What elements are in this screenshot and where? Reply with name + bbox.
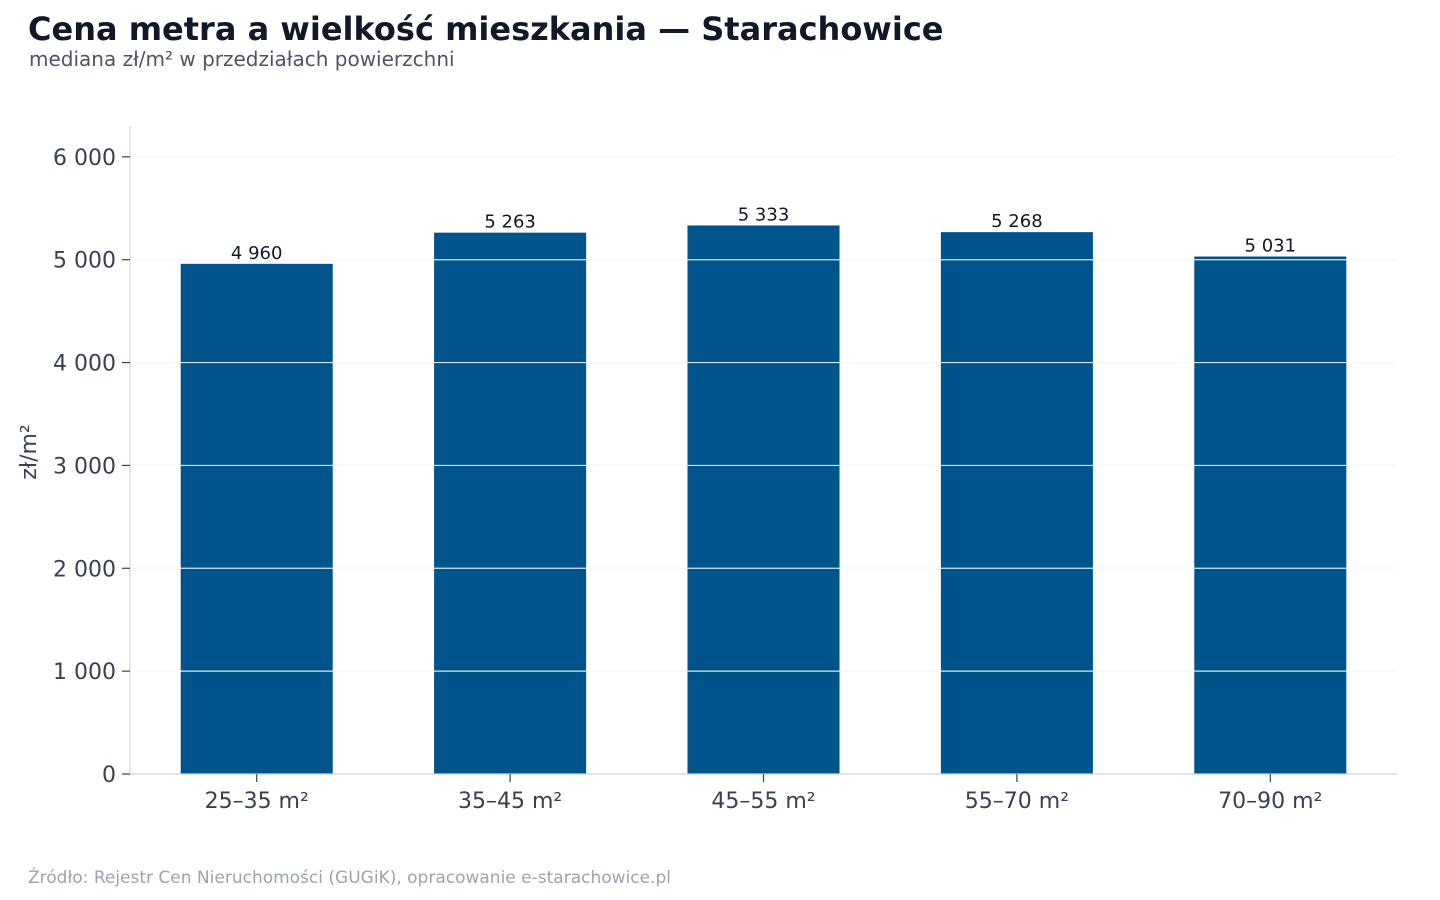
x-tick-label: 55–70 m² (965, 789, 1069, 814)
bar-chart: 0 1 000 2 000 3 000 4 000 5 000 6 000 25–35 m²… (17, 126, 1397, 814)
x-tick-label: 25–35 m² (205, 789, 309, 814)
y-tick-label: 0 (102, 763, 116, 788)
bar-value-label: 5 268 (991, 211, 1043, 232)
bar-value-label: 5 263 (484, 212, 536, 233)
chart-title: Cena metra a wielkość mieszkania — Stara… (28, 10, 944, 48)
y-tick-label: 3 000 (53, 454, 116, 479)
bar (940, 232, 1093, 775)
bar-value-label: 4 960 (231, 243, 283, 264)
x-ticks: 25–35 m² 35–45 m² 45–55 m² 55–70 m² 70–90 m² (205, 774, 1322, 814)
source-note: Źródło: Rejestr Cen Nieruchomości (GUGiK… (28, 868, 671, 888)
y-tick-label: 1 000 (53, 660, 116, 685)
bar-value-label: 5 333 (738, 204, 790, 225)
x-tick-label: 45–55 m² (711, 789, 815, 814)
y-tick-label: 2 000 (53, 557, 116, 582)
chart-subtitle: mediana zł/m² w przedziałach powierzchni (29, 47, 455, 71)
bar (1194, 256, 1347, 774)
y-tick-label: 4 000 (53, 352, 116, 377)
value-labels: 4 960 5 263 5 333 5 268 5 031 (231, 204, 1296, 263)
x-tick-label: 70–90 m² (1218, 789, 1322, 814)
bars (180, 225, 1347, 775)
overlay-grid-lines (130, 156, 1397, 672)
bar (434, 232, 587, 775)
y-tick-label: 5 000 (53, 249, 116, 274)
y-axis-label: zł/m² (17, 424, 42, 479)
y-tick-label: 6 000 (53, 146, 116, 171)
bar (687, 225, 840, 774)
bar-value-label: 5 031 (1245, 236, 1297, 257)
bar (180, 263, 333, 774)
x-tick-label: 35–45 m² (458, 789, 562, 814)
y-ticks: 0 1 000 2 000 3 000 4 000 5 000 6 000 (53, 146, 130, 788)
